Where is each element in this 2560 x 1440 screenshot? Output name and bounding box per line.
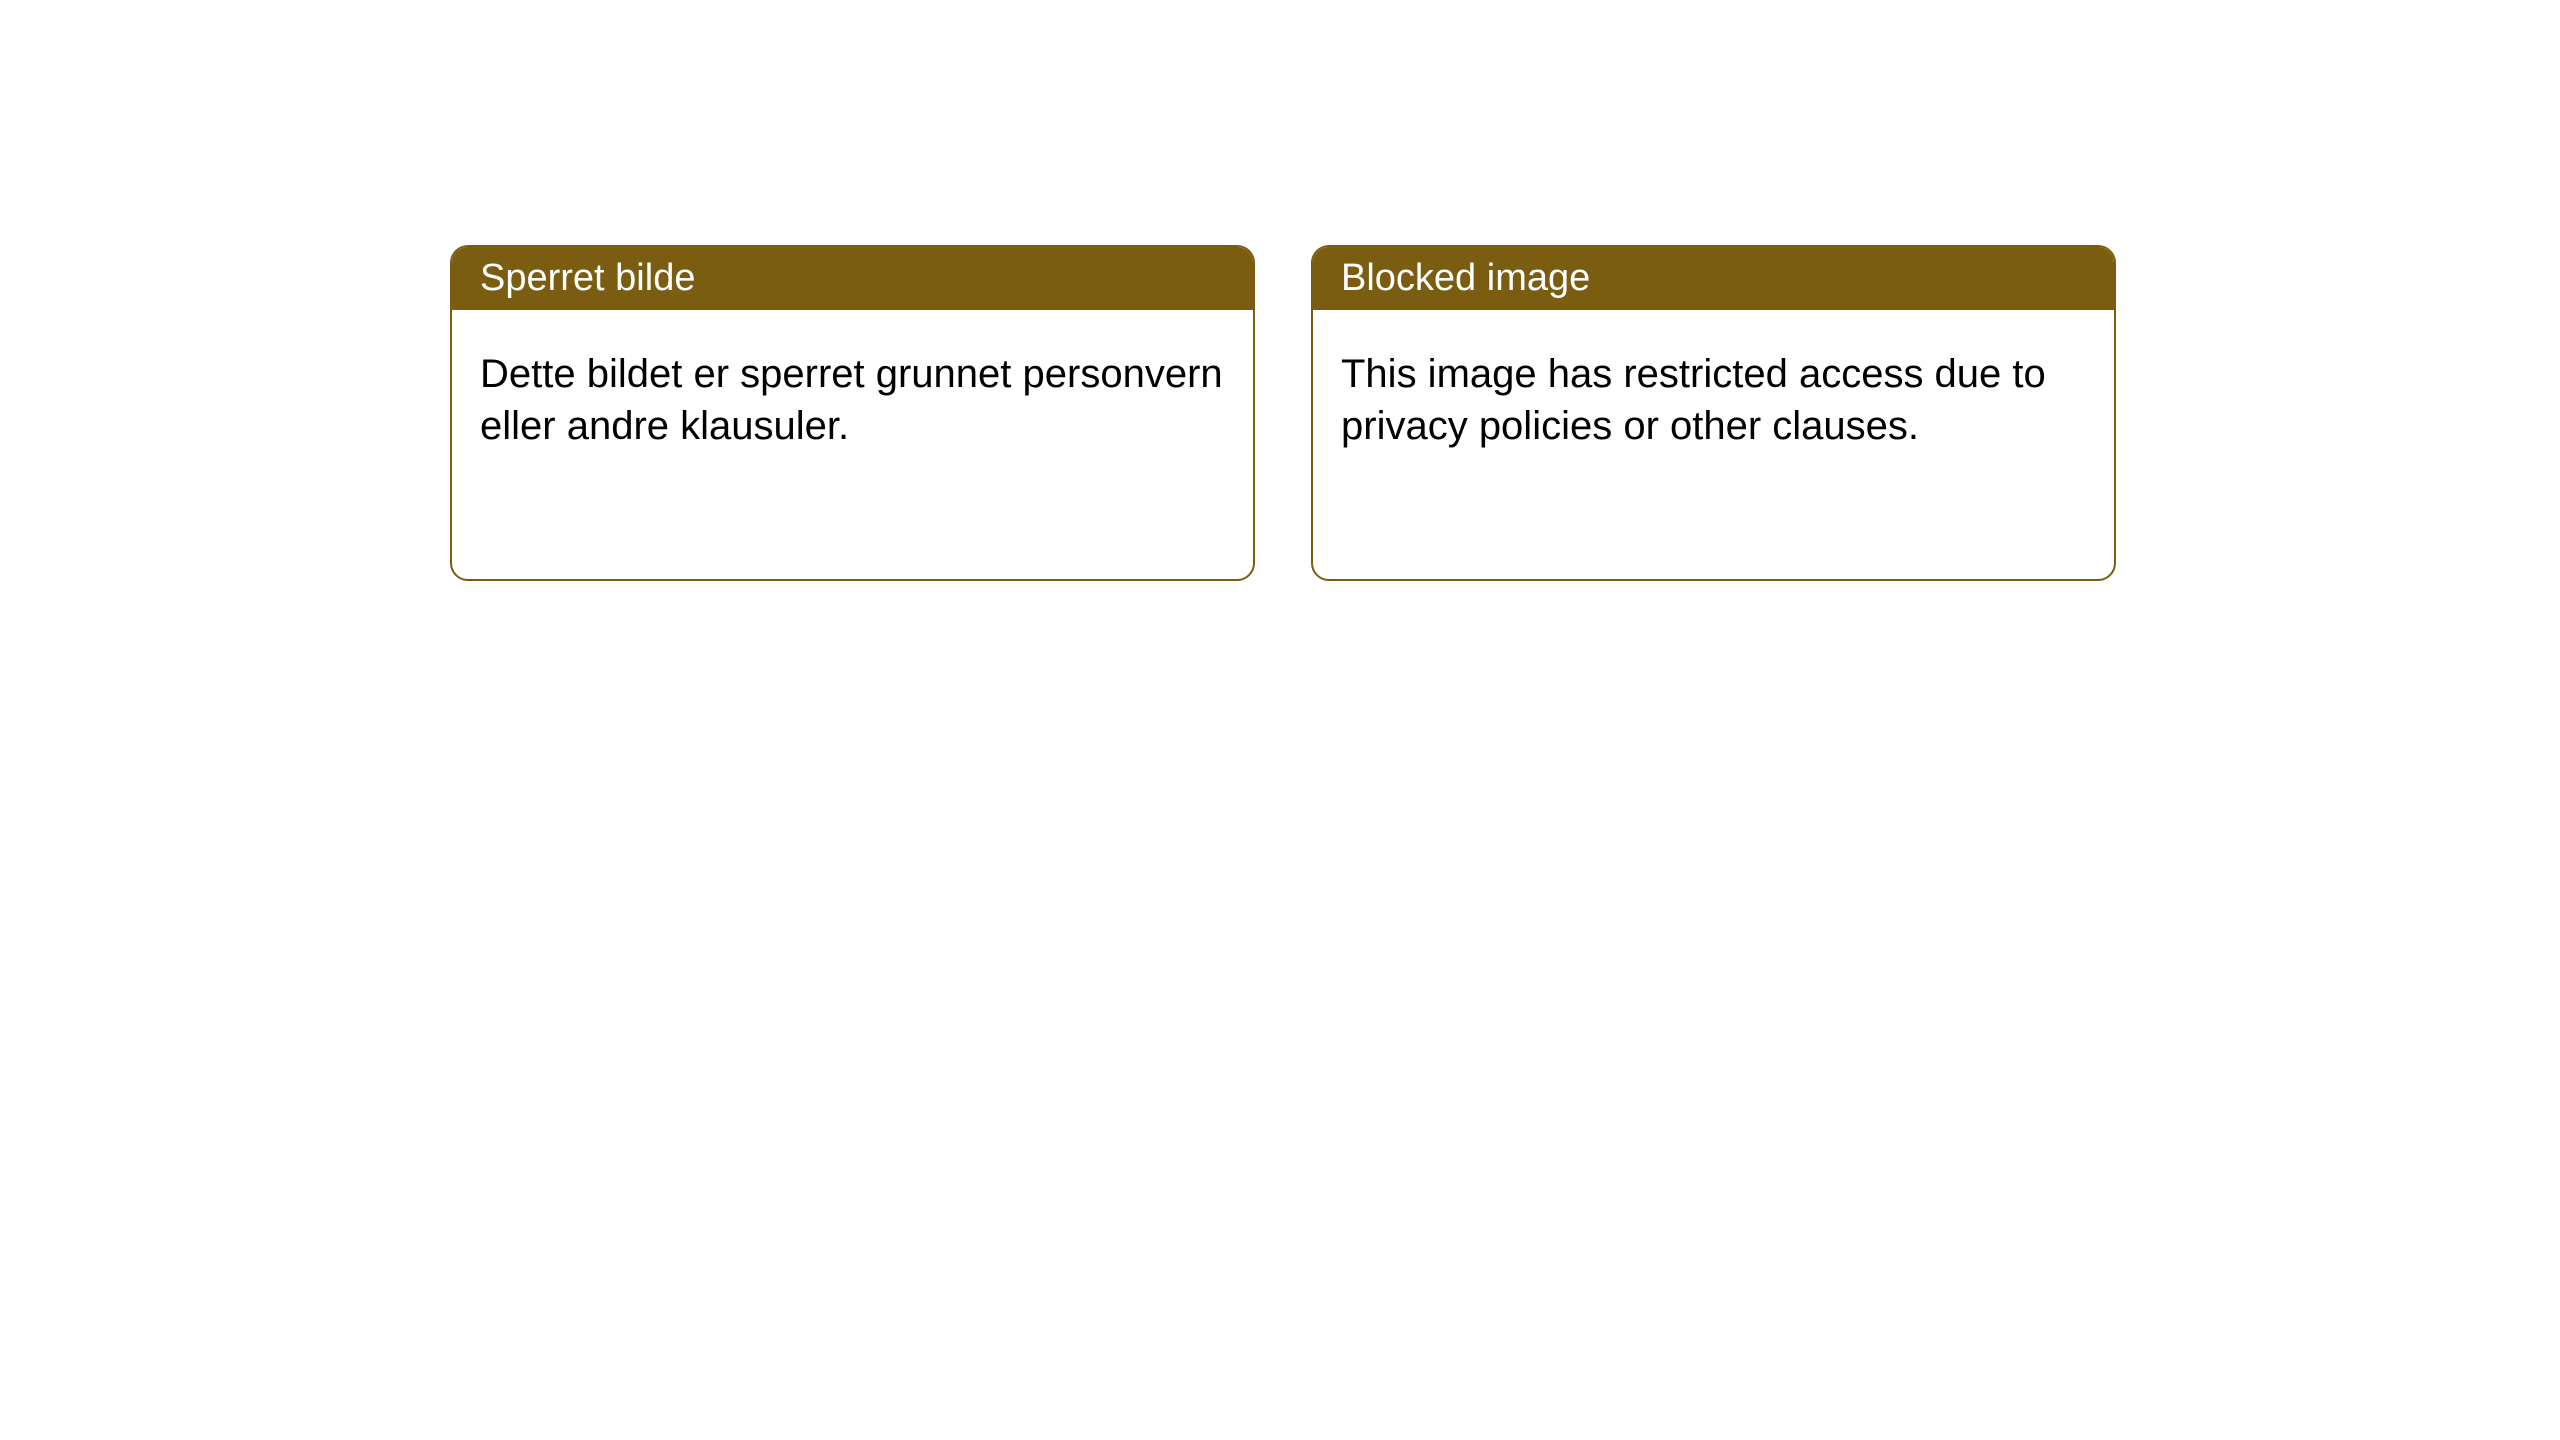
card-body-text: Dette bildet er sperret grunnet personve… [480, 352, 1223, 448]
cards-container: Sperret bilde Dette bildet er sperret gr… [0, 0, 2560, 581]
card-header: Sperret bilde [452, 247, 1253, 310]
card-body: Dette bildet er sperret grunnet personve… [452, 310, 1253, 490]
blocked-image-card-en: Blocked image This image has restricted … [1311, 245, 2116, 581]
card-title: Sperret bilde [480, 257, 695, 299]
card-title: Blocked image [1341, 257, 1590, 299]
card-body: This image has restricted access due to … [1313, 310, 2114, 490]
blocked-image-card-no: Sperret bilde Dette bildet er sperret gr… [450, 245, 1255, 581]
card-body-text: This image has restricted access due to … [1341, 352, 2046, 448]
card-header: Blocked image [1313, 247, 2114, 310]
